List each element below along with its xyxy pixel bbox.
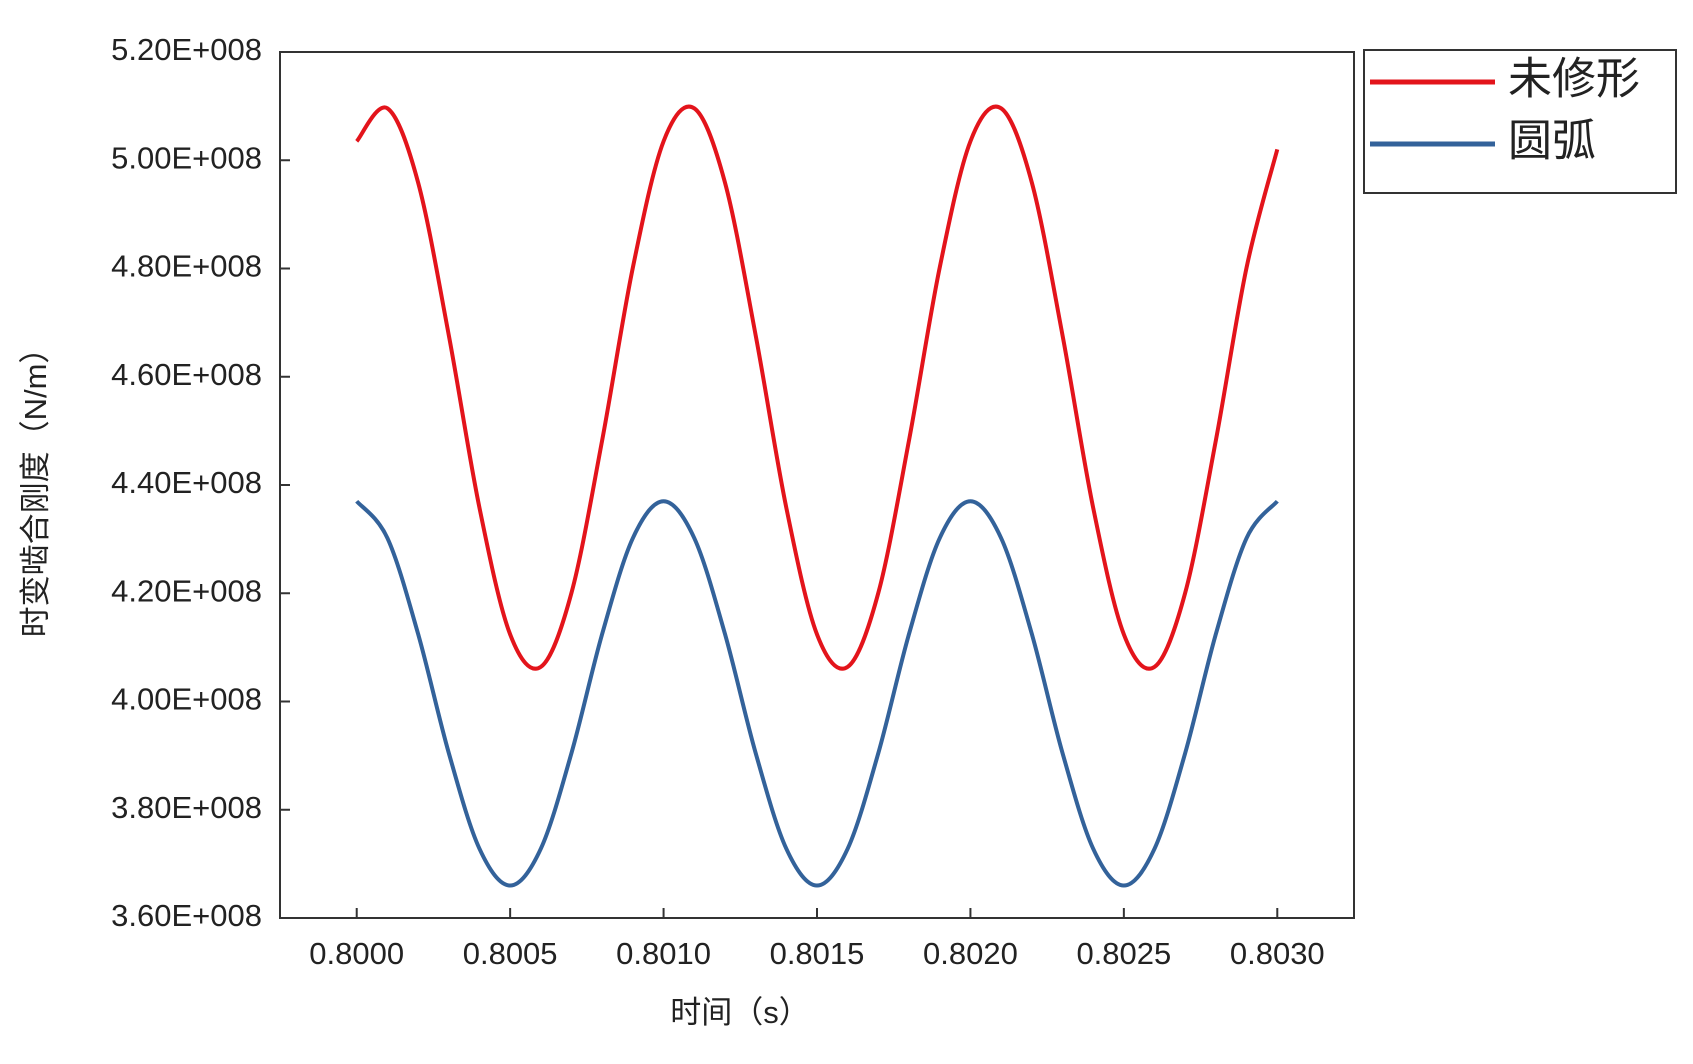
x-tick-label: 0.8015 xyxy=(770,936,865,971)
x-tick-label: 0.8010 xyxy=(616,936,711,971)
series-line xyxy=(355,104,1280,671)
y-tick-label: 3.80E+008 xyxy=(111,790,262,825)
plot-frame xyxy=(279,51,1355,919)
x-tick-label: 0.8025 xyxy=(1076,936,1171,971)
y-tick-label: 4.60E+008 xyxy=(111,357,262,392)
y-tick-label: 5.20E+008 xyxy=(111,32,262,67)
legend-box xyxy=(1363,49,1677,194)
series-line xyxy=(355,499,1279,888)
legend-label: 未修形 xyxy=(1508,55,1640,104)
y-tick-label: 4.00E+008 xyxy=(111,682,262,717)
y-tick-label: 4.20E+008 xyxy=(111,573,262,608)
x-axis-label: 时间（s） xyxy=(670,995,810,1030)
y-tick-label: 5.00E+008 xyxy=(111,140,262,175)
x-tick-label: 0.8030 xyxy=(1230,936,1325,971)
y-axis-label: 时变啮合刚度（N/m） xyxy=(18,333,53,638)
x-tick-label: 0.8005 xyxy=(463,936,558,971)
x-tick-label: 0.8020 xyxy=(923,936,1018,971)
legend-label: 圆弧 xyxy=(1508,117,1596,166)
y-tick-label: 4.80E+008 xyxy=(111,249,262,284)
y-tick-label: 3.60E+008 xyxy=(111,898,262,933)
x-tick-label: 0.8000 xyxy=(309,936,404,971)
y-tick-label: 4.40E+008 xyxy=(111,465,262,500)
